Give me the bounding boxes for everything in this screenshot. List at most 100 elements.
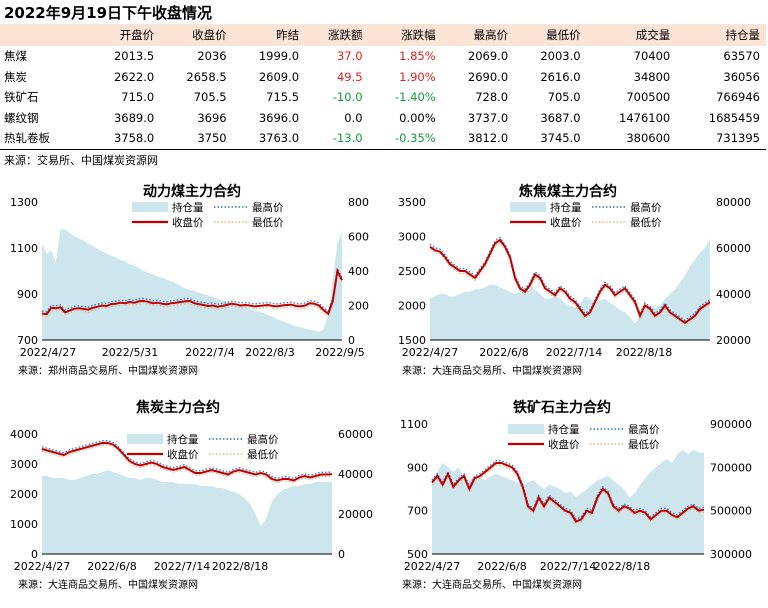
y2-tick-label: 80000 [716,196,751,209]
y2-tick-label: 900000 [710,418,752,431]
x-tick-label: 2022/6/8 [477,560,526,573]
cell-close: 2036 [197,49,227,64]
chart-source: 来源：大连商品交易所、中国煤炭资源网 [402,364,582,377]
cell-pct: -1.40% [395,90,436,105]
chart-svg: 动力煤主力合约 700 900 1100 1300 0 200 400 600 800 2022/4… [10,183,369,377]
y-tick-label: 2000 [398,300,426,313]
cell-pct: 1.90% [399,69,436,84]
cell-chg: 49.5 [336,69,363,84]
series-close-line [41,442,333,482]
series-low-line [41,271,343,318]
y2-tick-label: 200 [348,300,369,313]
legend-label: 最高价 [630,201,662,214]
series-open-interest-area [42,229,342,340]
y2-tick-label: 700000 [710,461,752,474]
row-name: 热轧卷板 [0,128,88,150]
series-low-line [431,464,705,525]
table-row: 铁矿石 715.0 705.5 715.5 -10.0 -1.40% 728.0 705.0 7… [0,87,766,108]
y-tick-label: 1500 [398,334,426,347]
series-low-line [41,444,333,484]
y-tick-label: 3500 [398,196,426,209]
table-row: 热轧卷板 3758.0 3750 3763.0 -13.0 -0.35% 3812.0 374… [0,128,766,150]
col-header: 涨跌额 [305,24,369,46]
legend-label: 收盘价 [550,216,582,229]
y-tick-label: 2500 [398,265,426,278]
cell-low: 2616.0 [540,69,581,84]
cell-oi: 1685459 [708,110,760,125]
cell-open: 3689.0 [113,110,155,125]
cell-pct: -0.35% [368,128,442,150]
cell-high: 3737.0 [467,110,509,125]
cell-prev: 2609.0 [258,69,300,84]
cell-close: 2658.5 [186,69,227,84]
row-name: 铁矿石 [4,90,39,105]
cell-prev: 715.5 [266,90,300,105]
legend-label: 最低价 [628,438,660,451]
chart-title: 铁矿石主力合约 [513,399,611,416]
col-header: 开盘价 [87,24,161,46]
series-open-interest-area [432,450,704,554]
y2-tick-label: 60000 [338,428,373,441]
legend-label: 持仓量 [172,201,204,214]
x-tick-label: 2022/4/27 [14,560,70,573]
legend-label: 持仓量 [550,201,582,214]
x-tick-label: 2022/7/14 [546,346,602,359]
y-tick-label: 1300 [10,196,38,209]
cell-pct: 1.85% [399,49,436,64]
y-tick-label: 1000 [10,518,38,531]
x-tick-label: 2022/6/8 [87,560,136,573]
col-header: 成交量 [586,24,677,46]
cell-prev: 3763.0 [232,128,306,150]
cell-vol: 380600 [586,128,677,150]
cell-oi: 36056 [723,69,760,84]
cell-vol: 1476100 [619,110,671,125]
legend-label: 收盘价 [172,216,204,229]
chart-source: 来源：郑州商品交易所、中国煤炭资源网 [18,364,198,377]
cell-vol: 70400 [633,49,671,64]
cell-low: 2003.0 [540,49,581,64]
cell-open: 3758.0 [87,128,161,150]
x-tick-label: 2022/8/3 [245,346,294,359]
y2-tick-label: 40000 [716,288,751,301]
x-tick-label: 2022/8/18 [594,560,650,573]
y-tick-label: 1100 [400,418,428,431]
x-tick-label: 2022/7/14 [154,560,210,573]
x-tick-label: 2022/4/27 [402,346,458,359]
x-tick-label: 2022/8/18 [616,346,672,359]
chart-source: 来源：大连商品交易所、中国煤炭资源网 [402,578,582,591]
table-row: 焦煤 2013.5 2036 1999.0 37.0 1.85% 2069.0 2003.0 7… [0,46,766,67]
chart-title: 炼焦煤主力合约 [519,183,617,200]
table-source: 来源：交易所、中国煤炭资源网 [4,154,158,167]
legend-swatch-oi [508,424,544,434]
y-tick-label: 1100 [10,242,38,255]
legend-label: 收盘价 [167,448,199,461]
cell-oi: 766946 [716,90,760,105]
cell-oi: 731395 [676,128,766,150]
cell-high: 3812.0 [441,128,515,150]
y-tick-label: 3000 [398,231,426,244]
legend-label: 最低价 [630,216,662,229]
x-tick-label: 2022/6/8 [479,346,528,359]
x-tick-label: 2022/7/4 [185,346,234,359]
y-tick-label: 0 [31,548,38,561]
cell-close: 3750 [160,128,233,150]
legend-label: 最高价 [252,201,284,214]
y2-tick-label: 500000 [710,505,752,518]
legend-label: 持仓量 [167,433,199,446]
chart-title: 动力煤主力合约 [143,183,241,200]
cell-prev: 1999.0 [258,49,300,64]
series-low-line [429,241,711,326]
legend-swatch-oi [510,202,546,212]
y2-tick-label: 20000 [338,508,373,521]
series-open-interest-area [42,470,332,554]
chart-thermal-coal: 动力煤主力合约 700 900 1100 1300 0 200 400 600 800 2022/4… [0,178,384,384]
cell-close: 3696 [197,110,227,125]
table-row: 螺纹钢 3689.0 3696 3696.0 0.0 0.00% 3737.0 3687.0 1… [0,108,766,129]
y2-tick-label: 0 [348,334,355,347]
legend-swatch-oi [132,202,168,212]
x-tick-label: 2022/4/27 [404,560,460,573]
y2-tick-label: 60000 [716,242,751,255]
